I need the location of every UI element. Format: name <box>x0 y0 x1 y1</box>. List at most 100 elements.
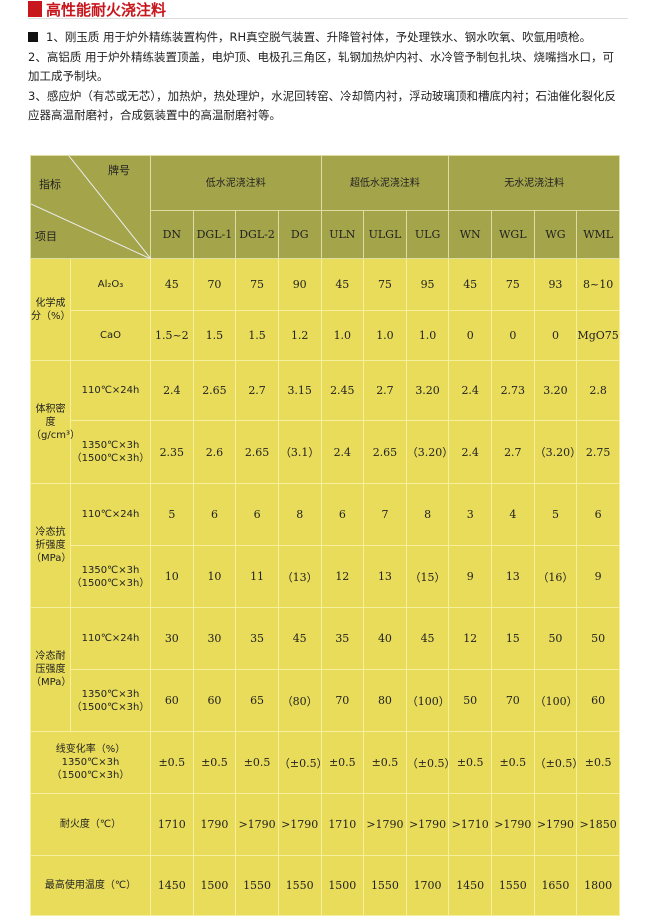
value-cell: 45 <box>320 258 365 311</box>
value-cell: 40 <box>363 607 407 670</box>
value-cell: >1790 <box>491 793 535 856</box>
value-cell: 7 <box>363 483 407 546</box>
value-cell: 12 <box>320 545 365 608</box>
grade-header: WN <box>448 210 492 259</box>
grade-header: ULGL <box>363 210 407 259</box>
value-cell: 8~10 <box>576 258 620 311</box>
value-cell: >1850 <box>576 793 620 856</box>
value-cell: ±0.5 <box>320 731 365 794</box>
condition-label: CaO <box>70 310 151 361</box>
grade-header: DGL-1 <box>192 210 237 259</box>
value-cell: 8 <box>277 483 322 546</box>
value-cell: 2.45 <box>320 360 365 421</box>
value-cell: 45 <box>150 258 194 311</box>
value-cell: 6 <box>576 483 620 546</box>
table-row: 1350℃×3h（1500℃×3h） 10 10 11 （13） 12 13 （15） 9 13 （… <box>31 545 620 608</box>
value-cell: 30 <box>150 607 194 670</box>
value-cell: 13 <box>491 545 535 608</box>
group-header: 低水泥浇注料 <box>150 155 322 211</box>
value-cell: 70 <box>320 669 365 732</box>
table-row: 体积密度（g/cm³） 110℃×24h 2.4 2.65 2.7 3.15 2.45 2.7… <box>30 360 620 484</box>
value-cell: 4 <box>491 483 535 546</box>
value-cell: 8 <box>405 483 450 546</box>
value-cell: （80） <box>277 669 322 732</box>
section-title-text: 高性能耐火浇注料 <box>46 0 167 19</box>
corner-item-label: 项目 <box>35 230 57 243</box>
value-cell: >1710 <box>448 793 492 856</box>
value-cell: 35 <box>235 607 279 670</box>
value-cell: 50 <box>576 607 620 670</box>
value-cell: （±0.5） <box>533 731 583 794</box>
value-cell: （3.1） <box>277 420 322 484</box>
value-cell: 1790 <box>192 793 237 856</box>
value-cell: 30 <box>192 607 237 670</box>
value-cell: 2.6 <box>192 420 237 484</box>
group-header: 超低水泥浇注料 <box>320 155 450 211</box>
value-cell: 9 <box>448 545 492 608</box>
value-cell: 6 <box>320 483 365 546</box>
value-cell: 1.0 <box>320 310 365 361</box>
value-cell: 60 <box>150 669 194 732</box>
table-row: 最高使用温度（℃） 1450 1500 1550 1550 1500 1550 1700 145… <box>30 855 620 916</box>
value-cell: 3.20 <box>405 360 450 421</box>
value-cell: 2.65 <box>235 420 279 484</box>
value-cell: （100） <box>405 669 450 732</box>
diagonal-lines <box>31 156 151 259</box>
value-cell: ±0.5 <box>150 731 194 794</box>
condition-label: 110℃×24h <box>70 360 151 421</box>
value-cell: 1550 <box>491 855 535 916</box>
condition-label: 1350℃×3h（1500℃×3h） <box>70 669 151 732</box>
grade-header: DG <box>277 210 322 259</box>
value-cell: 1550 <box>363 855 407 916</box>
value-cell: 6 <box>192 483 237 546</box>
corner-brand-label: 牌号 <box>108 164 130 177</box>
table-row: 化学成分（%） Al₂O₃ 45 70 75 90 45 75 95 45 75 93 8~10 <box>30 258 620 361</box>
grade-header: DN <box>150 210 194 259</box>
bullet-square-icon <box>28 32 38 42</box>
condition-label: 1350℃×3h（1500℃×3h） <box>70 545 151 608</box>
value-cell: 1550 <box>235 855 279 916</box>
value-cell: 93 <box>533 258 578 311</box>
grade-header: DGL-2 <box>235 210 279 259</box>
spec-table: 牌号 指标 项目 低水泥浇注料 超低水泥浇注料 无水泥浇注料 DN DGL-1 DG… <box>30 155 620 916</box>
value-cell: 2.7 <box>363 360 407 421</box>
value-cell: 60 <box>576 669 620 732</box>
value-cell: 1.5~2 <box>150 310 194 361</box>
value-cell: （13） <box>277 545 322 608</box>
value-cell: ±0.5 <box>192 731 237 794</box>
condition-label: Al₂O₃ <box>70 258 151 311</box>
value-cell: 2.65 <box>192 360 237 421</box>
condition-label: 1350℃×3h（1500℃×3h） <box>70 420 151 484</box>
value-cell: 2.4 <box>448 420 492 484</box>
value-cell: 1.5 <box>192 310 237 361</box>
value-cell: 75 <box>363 258 407 311</box>
value-cell: 60 <box>192 669 237 732</box>
value-cell: 75 <box>491 258 535 311</box>
intro-item: 1、刚玉质 用于炉外精练装置构件，RH真空脱气装置、升降管衬体，予处理铁水、钢水… <box>28 28 618 48</box>
title-marker-icon <box>28 1 42 17</box>
table-row: 冷态耐压强度（MPa） 110℃×24h 30 30 35 45 35 40 45 12 15 50 5… <box>30 607 620 732</box>
value-cell: 95 <box>405 258 450 311</box>
section-label: 冷态耐压强度（MPa） <box>30 607 71 732</box>
value-cell: ±0.5 <box>235 731 279 794</box>
value-cell: 0 <box>491 310 535 361</box>
value-cell: 45 <box>405 607 450 670</box>
value-cell: 1710 <box>320 793 365 856</box>
value-cell: >1790 <box>235 793 279 856</box>
value-cell: 35 <box>320 607 365 670</box>
value-cell: 1450 <box>150 855 194 916</box>
value-cell: （3.20） <box>533 420 581 484</box>
value-cell: 2.7 <box>235 360 279 421</box>
value-cell: 1.2 <box>277 310 322 361</box>
value-cell: 2.65 <box>363 420 407 484</box>
section-label: 体积密度（g/cm³） <box>30 360 80 484</box>
value-cell: 80 <box>363 669 407 732</box>
value-cell: 0 <box>448 310 492 361</box>
value-cell: 2.35 <box>150 420 194 484</box>
value-cell: 90 <box>277 258 322 311</box>
value-cell: 1550 <box>277 855 322 916</box>
table-row: 冷态抗折强度（MPa） 110℃×24h 5 6 6 8 6 7 8 3 4 5 6 <box>30 483 620 608</box>
value-cell: 2.4 <box>320 420 365 484</box>
value-cell: 70 <box>491 669 535 732</box>
group-header: 无水泥浇注料 <box>448 155 620 211</box>
